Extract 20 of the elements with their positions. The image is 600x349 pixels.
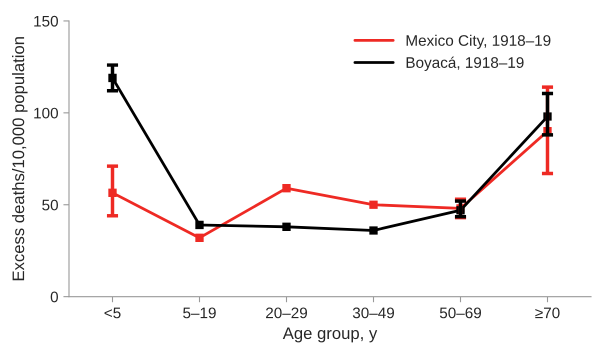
y-tick-label: 0	[50, 292, 58, 302]
point	[369, 226, 378, 235]
y-tick-label: 100	[34, 108, 58, 119]
legend-label: Mexico City, 1918–19	[406, 34, 550, 49]
point	[282, 184, 291, 192]
legend-label: Boyacá, 1918–19	[406, 56, 524, 71]
x-tick-label: 50–69	[440, 307, 482, 318]
x-tick-label: 30–49	[352, 307, 394, 318]
point	[195, 234, 204, 242]
x-tick-label: <5	[104, 308, 121, 318]
x-tick-label: ≥70	[535, 307, 560, 318]
x-tick-label: 5–19	[183, 307, 216, 318]
x-axis-title: Age group, y	[282, 327, 378, 342]
point	[369, 200, 378, 209]
point	[282, 222, 291, 231]
point	[195, 220, 204, 230]
x-tick-label: 20–29	[266, 307, 308, 318]
y-axis-title: Excess deaths/10,000 population	[12, 37, 28, 280]
y-tick-label: 150	[34, 16, 58, 27]
y-tick-label: 50	[42, 200, 58, 210]
